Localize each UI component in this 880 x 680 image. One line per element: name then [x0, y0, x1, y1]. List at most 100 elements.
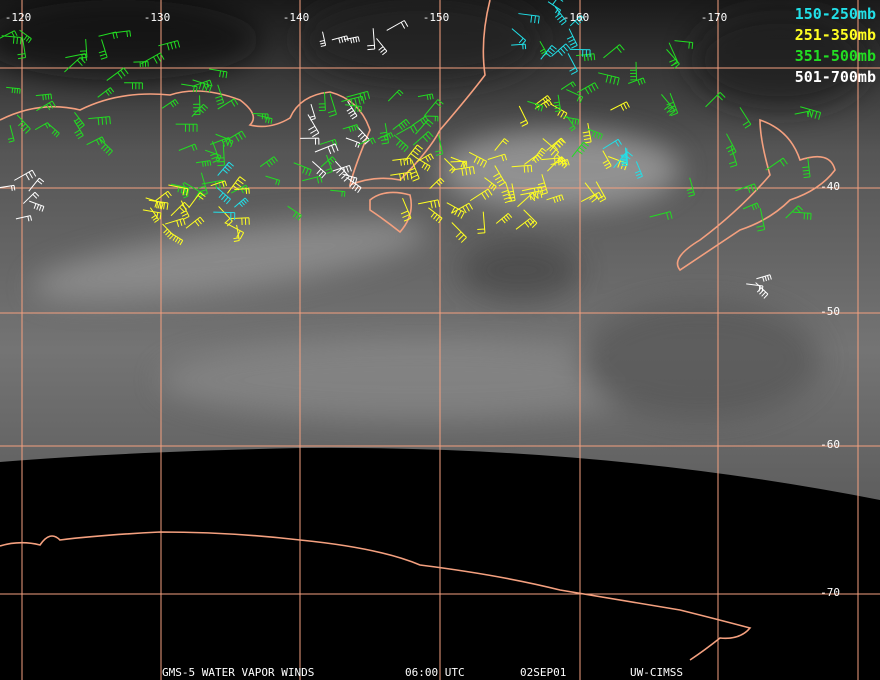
wind-barb [387, 89, 404, 102]
wind-barb [484, 177, 497, 191]
wind-barb [674, 40, 694, 49]
wind-barb [98, 31, 118, 39]
wind-barb [603, 44, 625, 59]
wind-barb [217, 161, 234, 176]
wind-barb [569, 15, 585, 27]
wind-barb [311, 161, 327, 179]
wind-barb [16, 114, 31, 134]
wind-barb [379, 123, 390, 145]
wind-barb [661, 94, 676, 116]
wind-barb [746, 283, 764, 292]
wind-barb [36, 100, 57, 112]
antarctica-coast [0, 531, 752, 661]
wind-barb [216, 144, 225, 167]
wind-barb [22, 191, 40, 204]
wind-barb [345, 137, 361, 148]
wind-barb [666, 49, 680, 69]
wind-barb [342, 173, 358, 184]
wind-barb [755, 282, 769, 299]
wind-barb [99, 138, 113, 156]
wind-barb [408, 159, 420, 182]
wind-barb [185, 216, 205, 229]
wind-barb [158, 40, 181, 51]
wind-barb [756, 274, 772, 282]
wind-barb [546, 137, 566, 151]
wind-barb [145, 197, 164, 210]
wind-barb [598, 72, 620, 86]
wind-barb [477, 211, 486, 234]
wind-barb [493, 165, 506, 187]
wind-barb [341, 95, 365, 107]
wind-barb [423, 115, 439, 122]
wind-barb [705, 92, 726, 108]
wind-barb [392, 157, 412, 166]
wind-barb [14, 169, 37, 181]
wind-barb [435, 134, 444, 156]
wind-barb [358, 137, 376, 146]
wind-barb [17, 35, 27, 60]
wind-barb [411, 116, 429, 127]
wind-barb [563, 116, 580, 125]
wind-barb [367, 28, 376, 51]
wind-barb [6, 86, 21, 94]
wind-barb [518, 13, 540, 24]
wind-barb [450, 160, 468, 168]
legend-entry: 351-500mb [795, 47, 876, 65]
wind-barb [566, 28, 578, 49]
wind-barb [495, 213, 513, 224]
wind-barb [218, 206, 233, 227]
wind-barb [86, 136, 106, 146]
longitude-label: -170 [701, 11, 728, 24]
wind-barb [215, 84, 225, 106]
wind-barb [180, 200, 190, 220]
wind-barb [800, 106, 822, 120]
wind-barb [332, 164, 352, 174]
wind-barb [602, 150, 612, 170]
wind-barb [452, 166, 475, 176]
latitude-label: -70 [820, 586, 840, 599]
wind-barb [15, 215, 33, 222]
wind-barb [98, 39, 108, 60]
longitude-label: -160 [563, 11, 590, 24]
wind-barb [444, 158, 456, 174]
longitude-label: -140 [283, 11, 310, 24]
wind-barb [300, 137, 320, 145]
wind-barb [580, 191, 603, 202]
footer-text: GMS-5 WATER VAPOR WINDS [162, 666, 314, 679]
wind-barb [521, 186, 544, 195]
wind-barb [377, 132, 394, 141]
wind-barb [532, 147, 547, 162]
wind-barb [560, 81, 577, 90]
wind-barb [507, 183, 516, 203]
legend-entry: 150-250mb [795, 5, 876, 23]
footer-text: UW-CIMSS [630, 666, 683, 679]
wind-barb [666, 92, 679, 117]
wind-barb [584, 182, 598, 203]
wind-barb [494, 138, 509, 151]
wind-barb [392, 118, 411, 131]
footer-text: 06:00 UTC [405, 666, 465, 679]
wind-barb [550, 158, 570, 167]
wind-barb [124, 82, 143, 90]
wind-barb [542, 138, 560, 159]
wind-barb [515, 218, 535, 230]
wind-barb [404, 144, 424, 162]
wind-barb [7, 125, 15, 143]
wind-barb [169, 232, 184, 246]
wind-barb [566, 89, 584, 103]
wind-barb [416, 153, 434, 163]
wind-barb [216, 187, 231, 205]
wind-barb [520, 190, 543, 201]
wind-barb [19, 29, 32, 44]
wind-barb [330, 189, 346, 197]
wind-barb [765, 157, 788, 171]
wind-barb [429, 177, 445, 189]
wind-barb [729, 145, 738, 168]
wind-barb [229, 217, 250, 226]
wind-barb [234, 188, 250, 194]
wind-barb [534, 99, 553, 110]
wind-barb [551, 43, 571, 57]
wind-barb [621, 148, 629, 167]
wind-barb [318, 92, 326, 112]
